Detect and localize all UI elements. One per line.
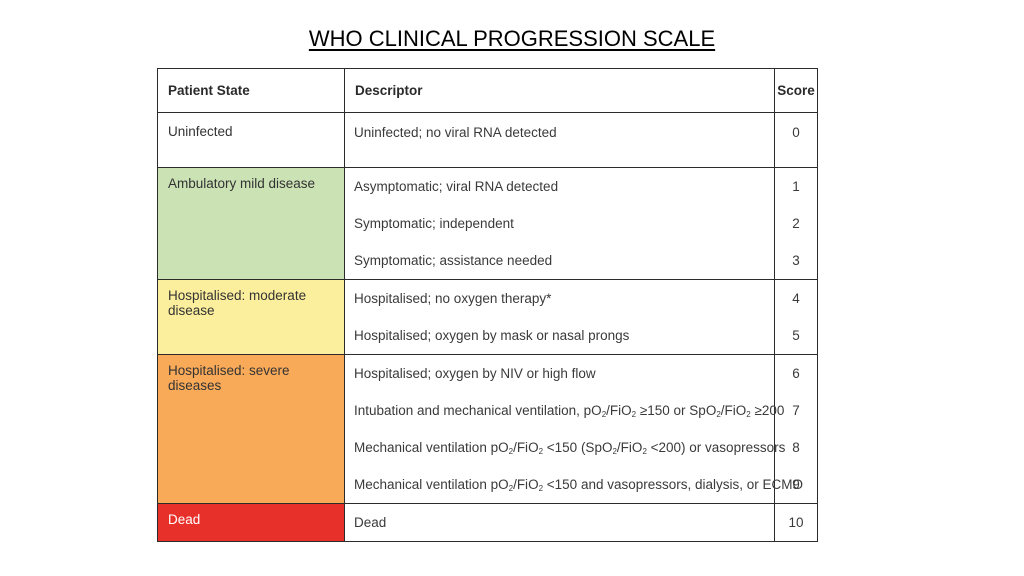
score-cell: 10 [774, 503, 818, 542]
score-cell: 1 2 3 [774, 167, 818, 280]
descriptor-cell: Asymptomatic; viral RNA detected Symptoma… [344, 167, 775, 280]
table-row-uninfected: Uninfected Uninfected; no viral RNA detec… [157, 112, 818, 168]
score-cell: 6 7 8 9 [774, 354, 818, 504]
descriptor-text: Hospitalised; oxygen by NIV or high flow [354, 366, 596, 381]
descriptor-text: Uninfected; no viral RNA detected [354, 125, 557, 140]
header-score: Score [774, 68, 818, 113]
table-header-row: Patient State Descriptor Score [157, 68, 818, 113]
table-row-hospitalised-severe-diseases: Hospitalised: severe diseases Hospitalise… [157, 354, 818, 504]
score-cell: 0 [774, 112, 818, 168]
patient-state-label: Dead [168, 512, 201, 527]
patient-state-cell: Hospitalised: moderate disease [157, 279, 345, 355]
header-patient-state: Patient State [157, 68, 345, 113]
descriptor-text: Asymptomatic; viral RNA detected [354, 179, 559, 194]
progression-scale-table: Patient State Descriptor Score Uninfecte… [157, 68, 818, 542]
descriptor-text: Mechanical ventilation pO2/FiO2 <150 (Sp… [354, 440, 786, 456]
slide-title: WHO CLINICAL PROGRESSION SCALE [308, 26, 716, 51]
descriptor-text: Symptomatic; independent [354, 216, 514, 231]
score-value: 1 [792, 179, 800, 194]
patient-state-cell: Uninfected [157, 112, 345, 168]
table-body: Uninfected Uninfected; no viral RNA detec… [157, 112, 818, 542]
table-row-ambulatory-mild-disease: Ambulatory mild disease Asymptomatic; vir… [157, 167, 818, 280]
score-value: 9 [792, 477, 800, 492]
descriptor-cell: Hospitalised; oxygen by NIV or high flow… [344, 354, 804, 504]
header-descriptor: Descriptor [344, 68, 775, 113]
patient-state-label: Uninfected [168, 124, 233, 139]
score-value: 4 [792, 291, 800, 306]
score-value: 0 [792, 125, 800, 140]
score-value: 8 [792, 440, 800, 455]
patient-state-cell: Dead [157, 503, 345, 542]
descriptor-cell: Hospitalised; no oxygen therapy* Hospital… [344, 279, 775, 355]
descriptor-text: Symptomatic; assistance needed [354, 253, 553, 268]
score-value: 3 [792, 253, 800, 268]
patient-state-label: Hospitalised: moderate disease [168, 288, 307, 318]
score-value: 2 [792, 216, 800, 231]
table-row-hospitalised-moderate-disease: Hospitalised: moderate disease Hospitalis… [157, 279, 818, 355]
descriptor-text: Hospitalised; oxygen by mask or nasal pr… [354, 328, 630, 343]
patient-state-label: Ambulatory mild disease [168, 176, 316, 191]
score-value: 6 [792, 366, 800, 381]
descriptor-text: Dead [354, 515, 387, 530]
patient-state-cell: Ambulatory mild disease [157, 167, 345, 280]
descriptor-cell: Uninfected; no viral RNA detected [344, 112, 775, 168]
score-value: 7 [792, 403, 800, 418]
descriptor-text: Intubation and mechanical ventilation, p… [354, 403, 785, 419]
score-value: 10 [788, 515, 804, 530]
descriptor-cell: Dead [344, 503, 775, 542]
score-value: 5 [792, 328, 800, 343]
patient-state-label: Hospitalised: severe diseases [168, 363, 290, 393]
descriptor-text: Hospitalised; no oxygen therapy* [354, 291, 552, 306]
patient-state-cell: Hospitalised: severe diseases [157, 354, 345, 504]
descriptor-text: Mechanical ventilation pO2/FiO2 <150 and… [354, 477, 804, 493]
table-row-dead: Dead Dead 10 [157, 503, 818, 542]
